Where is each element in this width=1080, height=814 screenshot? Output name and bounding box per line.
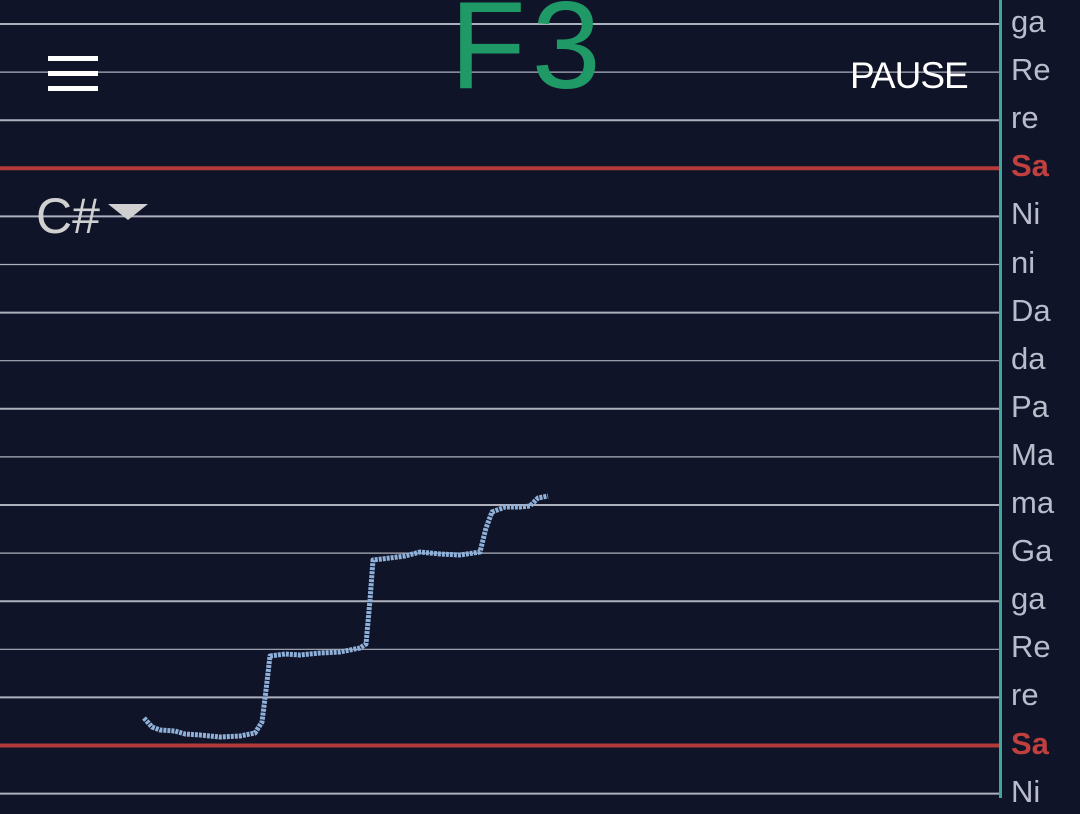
swara-label: Re [1011,52,1051,88]
scale-divider [999,0,1002,798]
swara-label: ga [1011,581,1046,617]
swara-grid [0,23,1000,795]
pitch-trace [142,493,549,740]
swara-label: re [1011,677,1039,713]
key-selector[interactable]: C# [36,188,166,244]
swara-label: da [1011,340,1046,376]
swara-label: Pa [1011,388,1049,424]
swara-label: Re [1011,629,1051,665]
swara-label: re [1011,100,1039,136]
swara-label: Ga [1011,533,1053,569]
swara-label: ga [1011,4,1046,39]
swara-label: Ni [1011,196,1041,232]
swara-label: Sa [1011,148,1049,184]
swara-label: ni [1011,244,1036,280]
swara-label: Da [1011,292,1051,328]
menu-button[interactable] [46,52,100,96]
swara-label: Ma [1011,436,1055,472]
pitch-trace-area [142,493,549,740]
swara-label: Ni [1011,773,1041,809]
swara-label: ma [1011,485,1055,520]
pause-button[interactable]: PAUSE [850,55,969,96]
detected-note: F3 [450,0,607,115]
key-value: C# [36,188,100,244]
caret-down-icon [108,204,148,220]
swara-label: Sa [1011,725,1049,761]
